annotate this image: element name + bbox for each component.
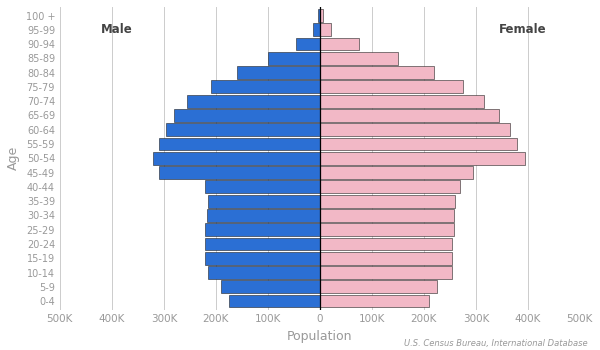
Bar bbox=[320, 252, 452, 265]
Bar bbox=[206, 209, 320, 222]
Bar bbox=[320, 180, 460, 193]
Y-axis label: Age: Age bbox=[7, 146, 20, 170]
Bar bbox=[208, 195, 320, 208]
Bar bbox=[320, 195, 455, 208]
Bar bbox=[320, 295, 429, 308]
Bar bbox=[320, 238, 452, 250]
Bar bbox=[229, 295, 320, 308]
Bar bbox=[320, 166, 473, 179]
Bar bbox=[154, 152, 320, 165]
Bar bbox=[205, 252, 320, 265]
Bar bbox=[320, 23, 331, 36]
Bar bbox=[211, 80, 320, 93]
Bar bbox=[205, 223, 320, 236]
Bar bbox=[158, 138, 320, 150]
Text: Male: Male bbox=[101, 23, 133, 36]
Bar bbox=[313, 23, 320, 36]
Bar bbox=[236, 66, 320, 79]
Bar bbox=[320, 66, 434, 79]
Bar bbox=[320, 80, 463, 93]
Bar bbox=[166, 123, 320, 136]
Bar bbox=[174, 109, 320, 122]
Bar bbox=[320, 95, 484, 107]
Bar bbox=[318, 9, 320, 22]
Bar bbox=[320, 223, 454, 236]
Bar bbox=[268, 52, 320, 65]
Bar bbox=[296, 38, 320, 50]
Text: Female: Female bbox=[499, 23, 547, 36]
Bar bbox=[208, 266, 320, 279]
X-axis label: Population: Population bbox=[287, 330, 353, 343]
Bar bbox=[320, 138, 517, 150]
Bar bbox=[320, 38, 359, 50]
Bar bbox=[320, 280, 437, 293]
Bar bbox=[320, 152, 525, 165]
Bar bbox=[205, 180, 320, 193]
Text: U.S. Census Bureau, International Database: U.S. Census Bureau, International Databa… bbox=[404, 339, 588, 348]
Bar bbox=[221, 280, 320, 293]
Bar bbox=[320, 109, 499, 122]
Bar bbox=[320, 209, 454, 222]
Bar bbox=[205, 238, 320, 250]
Bar bbox=[158, 166, 320, 179]
Bar bbox=[320, 123, 509, 136]
Bar bbox=[320, 266, 452, 279]
Bar bbox=[187, 95, 320, 107]
Bar bbox=[320, 52, 398, 65]
Bar bbox=[320, 9, 323, 22]
